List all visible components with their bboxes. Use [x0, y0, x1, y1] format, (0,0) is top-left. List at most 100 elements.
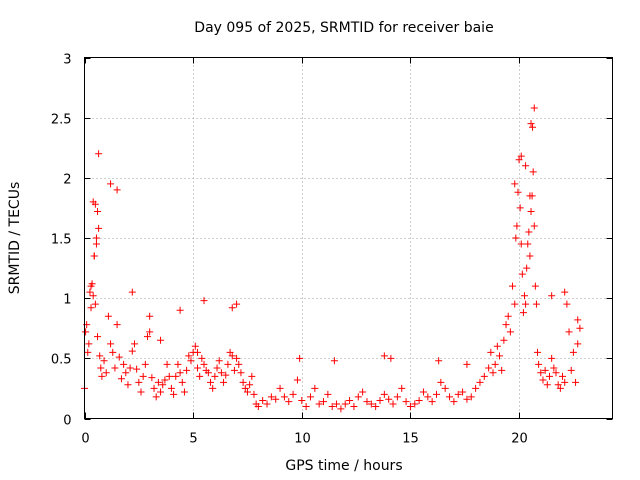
data-point	[522, 300, 530, 308]
data-point	[215, 357, 223, 365]
data-point	[491, 360, 499, 368]
data-point	[226, 348, 234, 356]
data-point	[463, 395, 471, 403]
data-point	[513, 222, 521, 230]
plot-frame	[84, 57, 613, 419]
data-point	[91, 300, 99, 308]
data-point	[498, 366, 506, 374]
data-point	[428, 398, 436, 406]
data-point	[170, 390, 178, 398]
data-point	[104, 312, 112, 320]
data-point	[527, 208, 535, 216]
data-point	[122, 369, 130, 377]
data-point	[95, 150, 103, 158]
data-point	[128, 288, 136, 296]
data-point	[435, 357, 443, 365]
data-point	[574, 340, 582, 348]
data-point	[90, 252, 98, 260]
data-point	[161, 376, 169, 384]
data-point	[92, 240, 100, 248]
data-point	[521, 292, 528, 300]
data-point	[91, 200, 99, 208]
data-point	[228, 304, 236, 312]
data-point	[95, 224, 103, 232]
data-point	[350, 402, 358, 410]
data-point	[113, 321, 121, 329]
data-point	[561, 288, 569, 296]
grid	[84, 57, 613, 419]
data-point	[509, 282, 517, 290]
data-point	[285, 398, 293, 406]
data-point	[398, 384, 406, 392]
data-point	[554, 381, 562, 389]
data-point	[406, 402, 414, 410]
data-point	[529, 168, 537, 176]
data-point	[354, 393, 362, 401]
data-point	[213, 364, 221, 372]
data-point	[519, 309, 527, 317]
data-point	[511, 180, 519, 188]
data-point	[86, 288, 94, 296]
data-point	[376, 396, 384, 404]
data-point	[115, 353, 123, 361]
data-point	[324, 390, 332, 398]
data-point	[576, 324, 584, 332]
data-point	[476, 378, 484, 386]
data-point	[243, 388, 251, 396]
data-point	[525, 228, 533, 236]
data-point	[235, 360, 243, 368]
data-point	[315, 400, 323, 408]
y-tick-label: 3	[63, 53, 71, 68]
data-point	[109, 348, 117, 356]
data-point	[97, 364, 105, 372]
y-tick-label: 1	[63, 293, 71, 308]
data-point	[176, 306, 184, 314]
data-point	[117, 375, 125, 383]
data-point	[393, 393, 401, 401]
data-point	[146, 328, 154, 336]
x-tick-label: 20	[511, 432, 528, 447]
data-point	[224, 360, 232, 368]
data-point	[346, 396, 354, 404]
y-tick-label: 2.5	[51, 113, 72, 128]
data-point	[333, 400, 341, 408]
data-point	[543, 381, 551, 389]
data-point	[500, 336, 508, 344]
data-point	[530, 222, 538, 230]
data-point	[135, 378, 143, 386]
data-point	[220, 378, 228, 386]
data-point	[446, 393, 454, 401]
data-point	[198, 354, 206, 362]
data-point	[372, 402, 380, 410]
data-point	[185, 352, 193, 360]
data-point	[87, 304, 95, 312]
data-point	[230, 366, 238, 374]
data-point	[259, 396, 267, 404]
data-point	[526, 252, 534, 260]
data-point	[524, 240, 532, 248]
data-point	[463, 360, 471, 368]
data-point	[389, 400, 397, 408]
y-axis-label: SRMTID / TECUs	[7, 182, 23, 295]
data-point	[237, 369, 245, 377]
data-point	[89, 292, 97, 300]
data-point	[276, 384, 284, 392]
data-point	[516, 204, 524, 212]
data-point	[102, 369, 110, 377]
data-point	[550, 364, 558, 372]
data-point	[137, 388, 145, 396]
data-point	[569, 348, 577, 356]
data-point	[437, 378, 445, 386]
data-point	[424, 393, 432, 401]
data-point	[467, 393, 475, 401]
data-point	[517, 152, 525, 160]
data-point	[82, 328, 90, 336]
data-point	[380, 390, 388, 398]
data-point	[233, 300, 241, 308]
data-point	[187, 357, 195, 365]
data-point	[141, 360, 149, 368]
data-point	[480, 372, 488, 380]
data-point	[506, 328, 514, 336]
data-point	[531, 282, 539, 290]
data-point	[523, 264, 531, 272]
